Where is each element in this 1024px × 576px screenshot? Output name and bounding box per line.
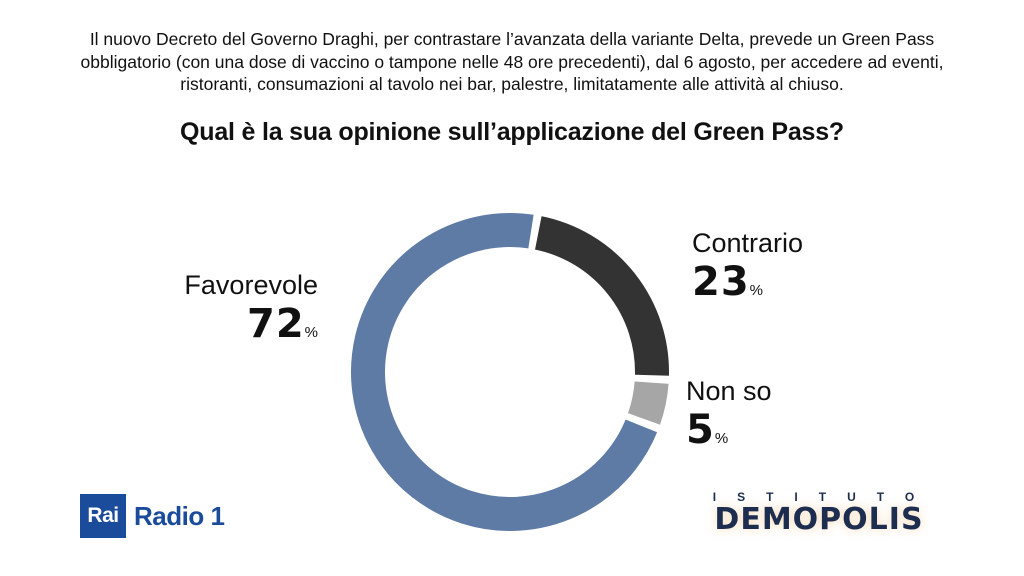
label-contrario-value: 23 (692, 259, 750, 305)
label-non-so-value: 5 (686, 407, 715, 453)
slice-favorevole (349, 211, 660, 533)
slice-non-so (625, 379, 671, 428)
slice-contrario (532, 213, 671, 378)
rai-radio1-logo: Rai Radio 1 (80, 494, 225, 538)
label-contrario-name: Contrario (692, 228, 804, 258)
label-non-so: Non so 5% (686, 376, 772, 453)
label-contrario: Contrario 23% (692, 228, 803, 305)
intro-line-3: ristoranti, consumazioni al tavolo nei b… (180, 74, 844, 94)
label-non-so-unit: % (714, 430, 729, 447)
label-favorevole: Favorevole 72% (150, 270, 318, 347)
demopolis-logo-top: ISTITUTO (712, 490, 936, 504)
label-favorevole-name: Favorevole (184, 270, 318, 300)
demopolis-logo: ISTITUTO DEMOPOLIS (694, 490, 944, 537)
label-favorevole-value: 72 (246, 301, 305, 347)
question-title: Qual è la sua opinione sull’applicazione… (180, 118, 844, 146)
demopolis-logo-main: DEMOPOLIS (714, 502, 924, 537)
rai-logo-box: Rai (80, 494, 126, 538)
intro-text: Il nuovo Decreto del Governo Draghi, per… (40, 28, 984, 96)
intro-line-2: obbligatorio (con una dose di vaccino o … (80, 51, 944, 72)
radio1-logo-text: Radio 1 (134, 500, 225, 531)
label-favorevole-unit: % (304, 324, 318, 341)
label-contrario-unit: % (749, 282, 764, 299)
label-non-so-name: Non so (686, 376, 772, 406)
intro-line-1: Il nuovo Decreto del Governo Draghi, per… (89, 29, 935, 49)
